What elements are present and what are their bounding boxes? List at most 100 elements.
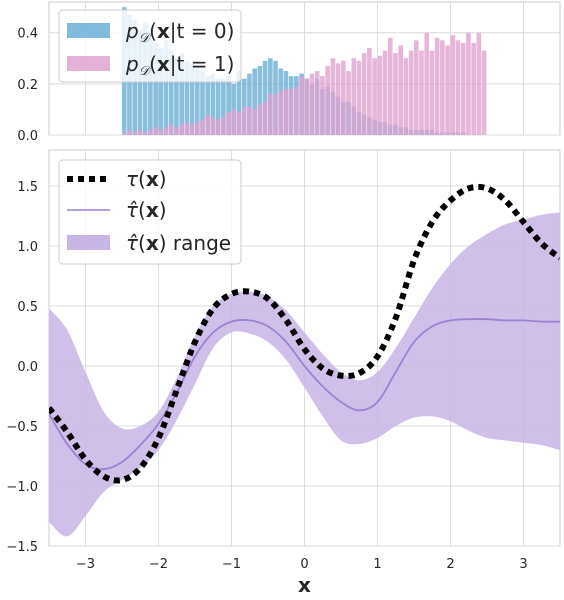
histogram-bar-t1-37 <box>314 71 320 135</box>
effect-y-tick-1: −1.0 <box>6 480 38 495</box>
histogram-bar-t1-35 <box>304 78 310 135</box>
histogram-bar-t1-59 <box>429 50 435 135</box>
effect-y-tick-3: 0.0 <box>17 360 38 375</box>
histogram-bar-t1-57 <box>419 50 424 135</box>
histogram-bar-t1-41 <box>335 63 341 135</box>
histogram-bar-t1-45 <box>356 60 362 135</box>
histogram-bar-t1-52 <box>393 53 398 135</box>
histogram-bar-t1-26 <box>257 104 263 135</box>
histogram-bar-t1-47 <box>367 48 372 135</box>
effect-y-tick-4: 0.5 <box>17 300 38 315</box>
histogram-bar-t1-55 <box>408 50 414 135</box>
histogram-legend: p𝒟(x|t = 0) p𝒟(x|t = 1) <box>58 9 242 83</box>
histogram-bar-t1-5 <box>148 129 153 135</box>
histogram-y-tick-1: 0.2 <box>17 78 38 93</box>
histogram-bar-t1-14 <box>195 122 200 135</box>
histogram-bar-t1-56 <box>414 40 419 135</box>
histogram-bar-t1-29 <box>273 94 278 135</box>
histogram-bar-t1-43 <box>346 71 351 135</box>
effect-x-tick-0: −3 <box>76 557 95 572</box>
legend-swatch-t0 <box>67 23 110 38</box>
histogram-bar-t1-24 <box>247 106 252 135</box>
histogram-bar-t0-17 <box>210 73 216 135</box>
histogram-bar-t1-11 <box>179 124 184 135</box>
histogram-bar-t1-64 <box>455 40 461 135</box>
histogram-bar-t1-18 <box>215 119 221 135</box>
histogram-bar-t1-25 <box>252 109 257 135</box>
histogram-bar-t0-19 <box>221 78 226 135</box>
legend-swatch-t1 <box>67 56 110 71</box>
histogram-bar-t0-9 <box>168 50 174 135</box>
histogram-bar-t1-10 <box>174 127 179 135</box>
histogram-bar-t0-27 <box>262 60 268 135</box>
histogram-bar-t0-26 <box>257 65 263 135</box>
histogram-bar-t1-4 <box>142 132 148 135</box>
histogram-bar-t1-9 <box>168 124 174 135</box>
histogram-bar-t1-13 <box>189 124 195 135</box>
legend-label-t1: p𝒟(x|t = 1) <box>125 52 234 79</box>
legend-label-tau-hat-range: τ̂(x) range <box>126 231 231 255</box>
histogram-bar-t1-32 <box>288 88 294 135</box>
histogram-bar-t1-23 <box>241 106 247 135</box>
histogram-bar-t1-51 <box>387 37 393 135</box>
histogram-bar-t0-18 <box>215 78 221 135</box>
histogram-bar-t0-16 <box>205 76 211 135</box>
histogram-bar-t1-42 <box>341 60 346 135</box>
histogram-bar-t0-15 <box>200 71 205 135</box>
effect-y-tick-6: 1.5 <box>17 180 38 195</box>
effect-x-tick-1: −2 <box>149 557 168 572</box>
histogram-bar-t1-22 <box>236 111 242 135</box>
histogram-bar-t1-36 <box>309 73 315 135</box>
tau-hat-range-band <box>49 212 560 537</box>
effect-legend: τ(x) τ̂(x) τ̂(x) range <box>58 159 242 265</box>
histogram-bar-t1-27 <box>262 101 268 135</box>
tau-true-line <box>49 183 560 484</box>
histogram-bar-t1-50 <box>382 50 388 135</box>
legend-swatch-tau-hat-range <box>67 235 110 250</box>
histogram-bar-t1-15 <box>200 119 205 135</box>
effect-y-tick-5: 1.0 <box>17 240 38 255</box>
effect-x-tick-4: 1 <box>373 557 381 572</box>
histogram-bar-t0-5 <box>148 37 153 135</box>
histogram-bar-t0-10 <box>174 58 179 135</box>
histogram-bar-t0-13 <box>189 63 195 135</box>
effect-y-tick-0: −1.5 <box>6 540 38 555</box>
histogram-bar-t1-8 <box>163 127 169 135</box>
histogram-bar-t1-58 <box>424 32 430 135</box>
histogram-bar-t1-34 <box>299 76 304 135</box>
histogram-bar-t1-40 <box>330 58 336 135</box>
histogram-bar-t0-11 <box>179 53 184 135</box>
effect-y-tick-2: −0.5 <box>6 420 38 435</box>
histogram-bar-t1-6 <box>153 127 158 135</box>
histogram-bar-t0-25 <box>252 68 257 135</box>
histogram-bar-t1-0 <box>122 132 127 135</box>
histogram-bar-t0-7 <box>158 48 164 135</box>
histogram-bar-t1-61 <box>440 40 445 135</box>
histogram-bar-t0-6 <box>153 42 158 135</box>
histogram-bar-t1-12 <box>184 122 190 135</box>
tau-hat-line <box>49 318 560 471</box>
histogram-bar-t0-12 <box>184 60 190 135</box>
histogram-bar-t0-14 <box>195 68 200 135</box>
histogram-bar-t0-20 <box>226 76 231 135</box>
histogram-bar-t1-31 <box>283 88 289 135</box>
legend-label-tau-hat: τ̂(x) <box>126 198 167 222</box>
effect-x-tick-5: 2 <box>446 557 454 572</box>
histogram-bar-t1-33 <box>294 86 299 135</box>
histogram-bar-t1-3 <box>137 129 143 135</box>
histogram-y-tick-2: 0.4 <box>17 27 38 42</box>
histogram-y-tick-0: 0.0 <box>17 129 38 144</box>
legend-label-tau: τ(x) <box>126 167 167 191</box>
effect-x-tick-6: 3 <box>519 557 527 572</box>
histogram-bar-t0-22 <box>236 71 242 135</box>
histogram-bar-t1-49 <box>377 55 383 135</box>
effect-x-tick-2: −1 <box>222 557 241 572</box>
histogram-bar-t1-17 <box>210 117 216 135</box>
histogram-bar-t0-3 <box>137 30 143 135</box>
histogram-bar-t1-63 <box>450 35 456 135</box>
histogram-bar-t1-16 <box>205 114 211 135</box>
histogram-bar-t1-65 <box>460 42 466 135</box>
histogram-bar-t1-7 <box>158 129 164 135</box>
histogram-bar-t1-2 <box>132 132 138 135</box>
